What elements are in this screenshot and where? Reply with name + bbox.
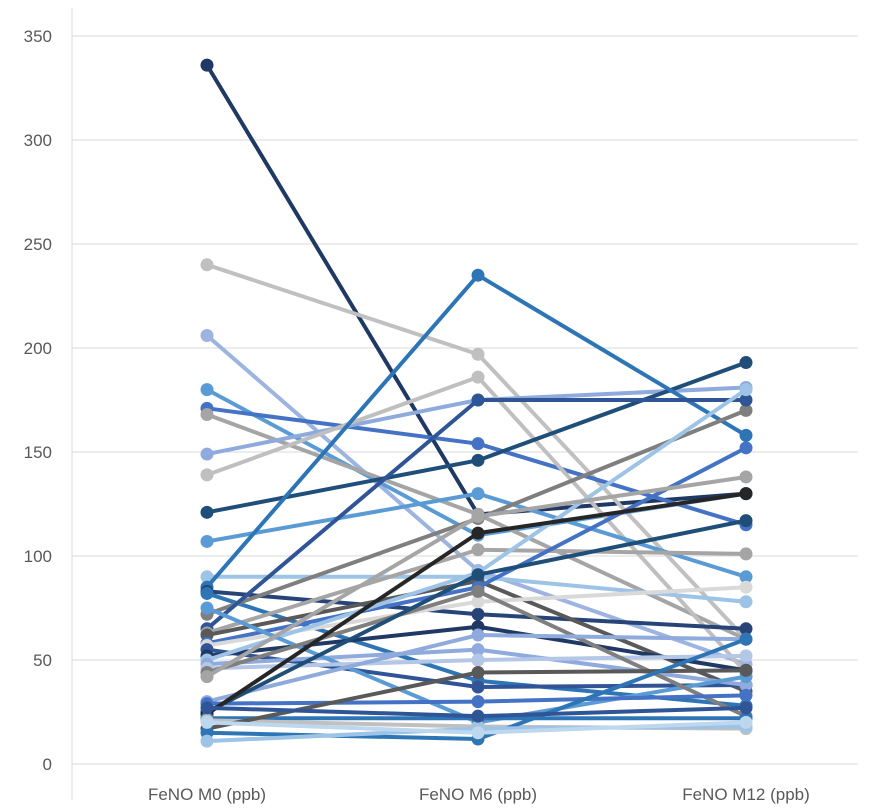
data-point: [200, 601, 214, 615]
axis-labels: 0 50 100 150 200 250 300 350 FeNO M0 (ppb) FeNO M…: [24, 27, 810, 804]
data-point: [200, 383, 214, 397]
data-point: [739, 663, 753, 677]
data-point: [200, 715, 214, 729]
data-point: [200, 570, 214, 584]
data-point: [471, 543, 485, 557]
x-tick-label: FeNO M6 (ppb): [419, 785, 537, 804]
data-point: [471, 347, 485, 361]
data-point: [739, 393, 753, 407]
data-point: [739, 688, 753, 702]
data-point: [471, 509, 485, 523]
data-point: [739, 595, 753, 609]
series: [200, 715, 753, 740]
data-point: [739, 470, 753, 484]
data-point: [471, 370, 485, 384]
data-point: [739, 649, 753, 663]
y-tick-label: 350: [24, 27, 52, 46]
data-point: [471, 453, 485, 467]
data-point: [471, 268, 485, 282]
y-tick-label: 150: [24, 443, 52, 462]
data-point: [471, 680, 485, 694]
data-point: [471, 726, 485, 740]
y-tick-label: 300: [24, 131, 52, 150]
data-point: [739, 547, 753, 561]
data-point: [739, 487, 753, 501]
data-point: [739, 570, 753, 584]
series: [200, 470, 753, 684]
data-point: [739, 715, 753, 729]
y-tick-label: 100: [24, 547, 52, 566]
data-point: [200, 670, 214, 684]
data-point: [471, 695, 485, 709]
series: [200, 356, 753, 519]
series: [200, 701, 753, 723]
y-tick-label: 200: [24, 339, 52, 358]
data-point: [200, 701, 214, 715]
data-point: [471, 643, 485, 657]
data-point: [471, 568, 485, 582]
data-point: [471, 653, 485, 667]
data-point: [739, 580, 753, 594]
data-point: [739, 428, 753, 442]
x-tick-label: FeNO M0 (ppb): [148, 785, 266, 804]
data-point: [471, 709, 485, 723]
data-point: [200, 447, 214, 461]
data-point: [471, 393, 485, 407]
data-point: [471, 665, 485, 679]
data-point: [739, 632, 753, 646]
data-point: [739, 622, 753, 636]
data-point: [471, 607, 485, 621]
data-point: [471, 595, 485, 609]
series-lines: [200, 58, 753, 748]
data-point: [471, 526, 485, 540]
data-point: [200, 258, 214, 272]
axis: [71, 8, 858, 800]
data-point: [471, 437, 485, 451]
data-point: [739, 383, 753, 397]
data-point: [200, 329, 214, 343]
data-point: [200, 734, 214, 748]
data-point: [739, 356, 753, 370]
data-point: [200, 505, 214, 519]
data-point: [739, 701, 753, 715]
data-point: [200, 534, 214, 548]
data-point: [200, 58, 214, 72]
y-tick-label: 0: [43, 755, 52, 774]
data-point: [471, 628, 485, 642]
data-point: [200, 468, 214, 482]
data-point: [739, 514, 753, 528]
data-point: [739, 403, 753, 417]
data-point: [471, 487, 485, 501]
data-point: [471, 584, 485, 598]
series: [200, 487, 753, 584]
data-point: [200, 408, 214, 422]
y-tick-label: 250: [24, 235, 52, 254]
y-tick-label: 50: [33, 651, 52, 670]
data-point: [200, 586, 214, 600]
data-point: [739, 441, 753, 455]
x-tick-label: FeNO M12 (ppb): [682, 785, 810, 804]
